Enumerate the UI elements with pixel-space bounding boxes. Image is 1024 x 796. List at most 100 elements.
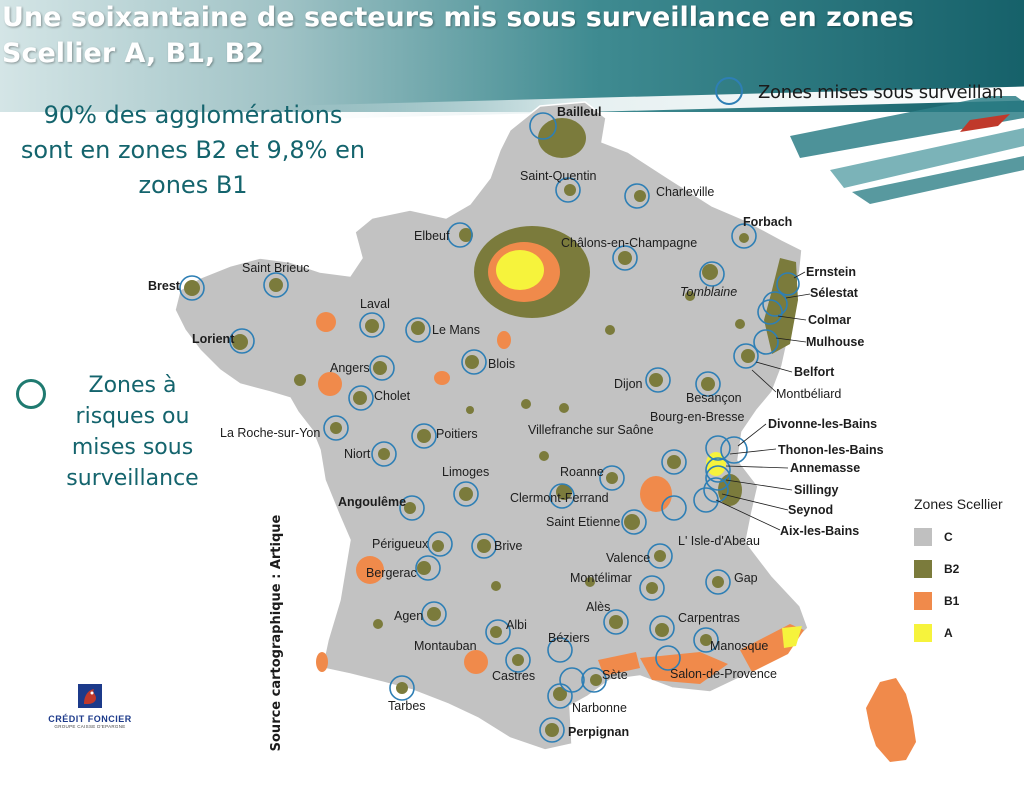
city-label-ernstein: Ernstein bbox=[806, 265, 856, 279]
logo-name-text: CRÉDIT FONCIER bbox=[48, 714, 132, 724]
city-label-bergerac: Bergerac bbox=[366, 566, 417, 580]
risk-zone-line-2: risques ou bbox=[75, 404, 190, 429]
provence-zone bbox=[640, 652, 728, 684]
city-label-charleville: Charleville bbox=[656, 185, 714, 199]
city-label-limoges: Limoges bbox=[442, 465, 489, 479]
city-label-aix-les-bains: Aix-les-Bains bbox=[780, 524, 859, 538]
page-title-line-1: Une soixantaine de secteurs mis sous sur… bbox=[2, 2, 914, 33]
lille-area-b2 bbox=[538, 118, 586, 158]
city-label-agen: Agen bbox=[394, 609, 423, 623]
tours-area-b1 bbox=[434, 371, 450, 385]
zone-b2-swatch bbox=[914, 560, 932, 578]
risk-zone-legend: Zones à risques ou mises sous surveillan… bbox=[60, 370, 205, 494]
credit-foncier-logo: CRÉDIT FONCIER GROUPE CAISSE D'EPARGNE bbox=[40, 684, 140, 729]
city-label-carpentras: Carpentras bbox=[678, 611, 740, 625]
city-label-villefranche: Villefranche sur Saône bbox=[528, 423, 654, 437]
city-label-valence: Valence bbox=[606, 551, 650, 565]
statistic-line-3: zones B1 bbox=[138, 171, 248, 199]
city-label-montelimar: Montélimar bbox=[570, 571, 632, 585]
statistic-line-2: sont en zones B2 et 9,8% en bbox=[20, 136, 366, 164]
zone-a-label: A bbox=[944, 626, 953, 640]
city-label-sete: Sète bbox=[602, 668, 628, 682]
city-label-thonon: Thonon-les-Bains bbox=[778, 443, 884, 457]
zone-c-label: C bbox=[944, 530, 953, 544]
risk-zone-line-4: surveillance bbox=[66, 466, 199, 491]
city-label-colmar: Colmar bbox=[808, 313, 851, 327]
statistic-line-1: 90% des agglomérations bbox=[43, 101, 343, 129]
paris-region-a bbox=[496, 250, 544, 290]
risk-zone-line-3: mises sous bbox=[71, 435, 194, 460]
city-label-angers: Angers bbox=[330, 361, 370, 375]
city-label-salon: Salon-de-Provence bbox=[670, 667, 777, 681]
city-label-chalons: Châlons-en-Champagne bbox=[561, 236, 697, 250]
city-label-annemasse: Annemasse bbox=[790, 461, 860, 475]
city-label-elbeuf: Elbeuf bbox=[414, 229, 450, 243]
zone-b2-label: B2 bbox=[944, 562, 960, 576]
city-label-belfort: Belfort bbox=[794, 365, 835, 379]
city-label-tomblaine: Tomblaine bbox=[680, 285, 737, 299]
zone-legend-row-a: A bbox=[914, 622, 1003, 644]
zones-legend-title: Zones Scellier bbox=[914, 496, 1003, 512]
city-label-narbonne: Narbonne bbox=[572, 701, 627, 715]
city-label-besancon: Besançon bbox=[686, 391, 742, 405]
city-label-clermont: Clermont-Ferrand bbox=[510, 491, 609, 505]
city-label-gap: Gap bbox=[734, 571, 758, 585]
agglomeration-statistic: 90% des agglomérations sont en zones B2 … bbox=[4, 98, 382, 203]
city-label-niort: Niort bbox=[344, 447, 371, 461]
risk-zone-line-1: Zones à bbox=[88, 373, 177, 398]
city-label-seynod: Seynod bbox=[788, 503, 833, 517]
city-label-albi: Albi bbox=[506, 618, 527, 632]
city-label-montbeliard: Montbéliard bbox=[776, 387, 841, 401]
city-label-perpignan: Perpignan bbox=[568, 725, 629, 739]
city-label-bourg-en-bresse: Bourg-en-Bresse bbox=[650, 410, 745, 424]
b2-city-patches bbox=[184, 184, 755, 737]
city-label-beziers: Béziers bbox=[548, 631, 590, 645]
zone-legend-row-b2: B2 bbox=[914, 558, 1003, 580]
city-label-mulhouse: Mulhouse bbox=[806, 335, 864, 349]
city-label-lorient: Lorient bbox=[192, 332, 235, 346]
zone-a-swatch bbox=[914, 624, 932, 642]
rennes-area-b1 bbox=[316, 312, 336, 332]
city-label-bailleul: Bailleul bbox=[557, 105, 601, 119]
surveillance-circles bbox=[179, 112, 800, 743]
city-label-angouleme: Angoulême bbox=[338, 495, 406, 509]
city-label-ales: Alès bbox=[586, 600, 610, 614]
zone-b1-swatch bbox=[914, 592, 932, 610]
city-label-poitiers: Poitiers bbox=[436, 427, 478, 441]
logo-sub-text: GROUPE CAISSE D'EPARGNE bbox=[54, 724, 126, 729]
decorative-stripes bbox=[790, 96, 1024, 204]
bordeaux-area-b1 bbox=[356, 556, 384, 584]
zone-b1-label: B1 bbox=[944, 594, 960, 608]
city-label-dijon: Dijon bbox=[614, 377, 643, 391]
city-label-castres: Castres bbox=[492, 669, 535, 683]
city-label-le-mans: Le Mans bbox=[432, 323, 480, 337]
city-label-forbach: Forbach bbox=[743, 215, 792, 229]
city-label-roanne: Roanne bbox=[560, 465, 604, 479]
city-label-saint-brieuc: Saint Brieuc bbox=[242, 261, 309, 275]
page-title-line-2: Scellier A, B1, B2 bbox=[2, 38, 264, 69]
corsica-island bbox=[866, 678, 916, 762]
city-label-blois: Blois bbox=[488, 357, 515, 371]
city-label-montauban: Montauban bbox=[414, 639, 477, 653]
toulouse-area-b1 bbox=[464, 650, 488, 674]
city-label-isle-dabeau: L' Isle-d'Abeau bbox=[678, 534, 760, 548]
city-label-divonne: Divonne-les-Bains bbox=[768, 417, 877, 431]
surveillance-legend-label: Zones mises sous surveillan bbox=[758, 82, 1004, 103]
risk-zone-circle-icon bbox=[16, 379, 46, 409]
zone-c-swatch bbox=[914, 528, 932, 546]
orleans-area-b1 bbox=[497, 331, 511, 349]
city-label-la-roche-sur-yon: La Roche-sur-Yon bbox=[220, 426, 320, 440]
squirrel-logo-icon bbox=[78, 684, 102, 708]
city-label-brive: Brive bbox=[494, 539, 523, 553]
map-source-credit: Source cartographique : Artique bbox=[269, 514, 284, 752]
city-label-sillingy: Sillingy bbox=[794, 483, 839, 497]
city-label-laval: Laval bbox=[360, 297, 390, 311]
city-label-perigueux: Périgueux bbox=[372, 537, 429, 551]
nantes-area-b1 bbox=[318, 372, 342, 396]
city-label-saint-quentin: Saint-Quentin bbox=[520, 169, 596, 183]
city-label-saint-etienne: Saint Etienne bbox=[546, 515, 620, 529]
zones-scellier-legend: Zones Scellier C B2 B1 A bbox=[914, 496, 1003, 654]
city-label-manosque: Manosque bbox=[710, 639, 768, 653]
basque-coast-b1 bbox=[316, 652, 328, 672]
